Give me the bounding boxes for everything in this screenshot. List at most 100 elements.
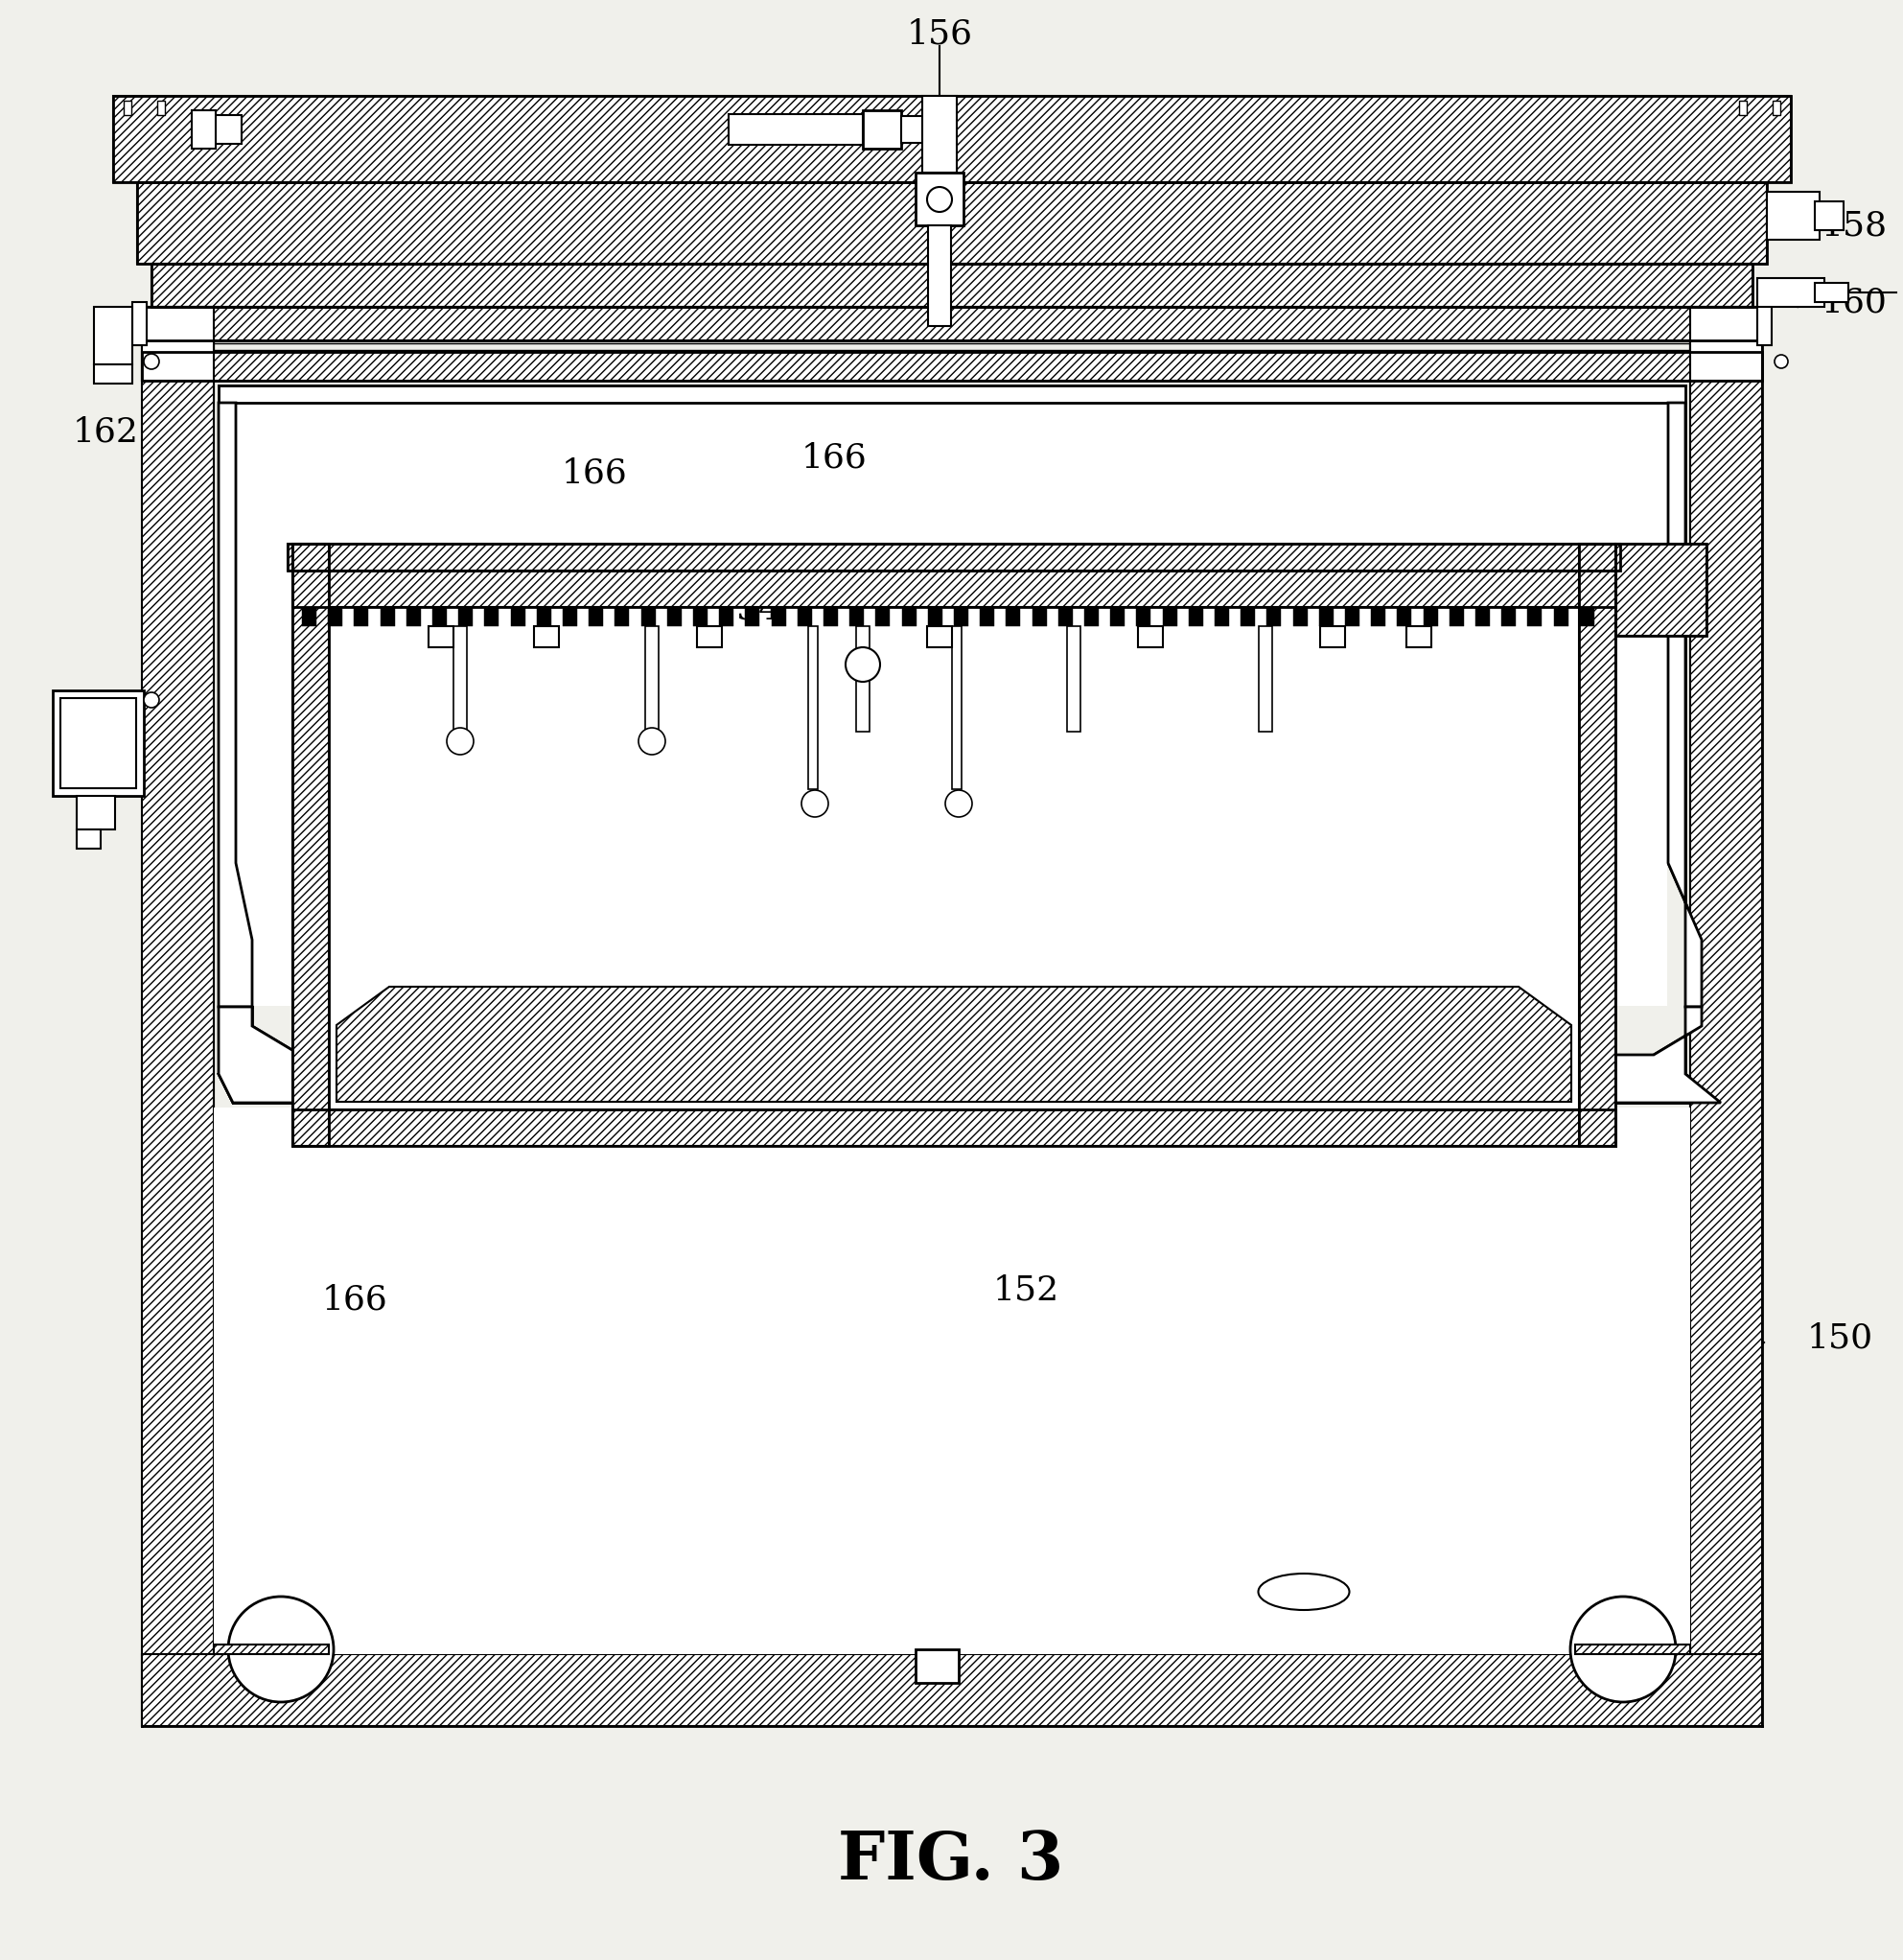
Bar — [1423, 608, 1437, 625]
Bar — [428, 625, 453, 647]
Text: FIG. 3: FIG. 3 — [837, 1829, 1064, 1893]
Polygon shape — [293, 1109, 1616, 1147]
Bar — [902, 116, 925, 143]
Bar — [1138, 625, 1163, 647]
Bar — [1739, 100, 1747, 116]
Ellipse shape — [845, 647, 879, 682]
Bar — [696, 625, 721, 647]
Bar — [1189, 608, 1203, 625]
Bar — [432, 608, 447, 625]
Bar — [771, 608, 786, 625]
Bar — [1031, 608, 1047, 625]
Bar — [407, 608, 421, 625]
Ellipse shape — [1774, 355, 1789, 368]
Polygon shape — [143, 1654, 1762, 1727]
Bar — [485, 608, 499, 625]
Bar — [327, 608, 343, 625]
Ellipse shape — [145, 692, 160, 708]
Bar — [1058, 608, 1073, 625]
Ellipse shape — [145, 355, 160, 368]
Polygon shape — [143, 335, 213, 1727]
Text: 168: 168 — [1026, 223, 1092, 257]
Bar — [1214, 608, 1229, 625]
Bar — [303, 608, 316, 625]
Ellipse shape — [639, 727, 666, 755]
Polygon shape — [1690, 335, 1762, 1727]
Bar — [158, 100, 166, 116]
Bar — [746, 608, 759, 625]
Bar — [1579, 608, 1595, 625]
Bar — [510, 608, 525, 625]
Bar — [381, 608, 394, 625]
Bar — [923, 96, 957, 172]
Text: 170: 170 — [1492, 678, 1557, 711]
Polygon shape — [213, 1644, 329, 1654]
Bar — [952, 625, 961, 790]
Bar — [143, 353, 1762, 380]
Bar — [927, 625, 952, 647]
Polygon shape — [112, 96, 1791, 182]
Text: 158: 158 — [1821, 210, 1888, 241]
Polygon shape — [152, 265, 1753, 308]
Bar — [1528, 608, 1541, 625]
Bar — [143, 308, 1762, 341]
Polygon shape — [1616, 543, 1707, 635]
Text: 152: 152 — [993, 1274, 1058, 1305]
Bar — [211, 116, 242, 143]
Bar — [1241, 608, 1256, 625]
Bar — [354, 608, 369, 625]
Bar — [293, 543, 329, 1147]
Text: 166: 166 — [322, 1284, 388, 1315]
Text: 166: 166 — [561, 457, 628, 490]
Bar — [53, 690, 145, 796]
Polygon shape — [143, 353, 1762, 380]
Bar — [1085, 608, 1098, 625]
Bar — [133, 302, 147, 345]
Bar — [293, 1109, 1616, 1147]
Polygon shape — [287, 543, 1619, 570]
Bar — [459, 608, 472, 625]
Bar — [112, 96, 1791, 182]
Text: 156: 156 — [906, 18, 972, 49]
Bar — [1815, 282, 1848, 302]
Bar — [1397, 608, 1412, 625]
Bar — [1292, 608, 1307, 625]
Bar — [1068, 625, 1081, 731]
Bar — [143, 308, 213, 380]
Text: 154: 154 — [716, 592, 780, 625]
Bar — [1345, 608, 1359, 625]
Ellipse shape — [946, 790, 972, 817]
Bar — [137, 182, 1766, 265]
Text: 162: 162 — [72, 416, 139, 447]
Bar — [192, 110, 215, 149]
Text: 160: 160 — [1821, 286, 1888, 318]
Bar — [1258, 625, 1273, 731]
Ellipse shape — [801, 790, 828, 817]
Bar — [1815, 202, 1844, 229]
Ellipse shape — [228, 1597, 333, 1701]
Bar — [236, 404, 1667, 1005]
Text: 166: 166 — [801, 441, 868, 474]
Bar — [1756, 302, 1772, 345]
Polygon shape — [137, 182, 1766, 265]
Bar — [645, 625, 658, 731]
Polygon shape — [293, 570, 1616, 608]
Bar — [953, 608, 969, 625]
Polygon shape — [1669, 402, 1701, 1007]
Bar — [929, 225, 952, 325]
Bar — [93, 365, 133, 384]
Polygon shape — [219, 402, 251, 1007]
Polygon shape — [143, 308, 1762, 341]
Bar — [563, 608, 577, 625]
Bar — [1007, 608, 1020, 625]
Bar — [1163, 608, 1176, 625]
Bar — [76, 796, 114, 829]
Bar — [1109, 608, 1125, 625]
Polygon shape — [1576, 1644, 1690, 1654]
Bar — [1579, 543, 1616, 1147]
Bar — [93, 308, 133, 365]
Bar — [61, 698, 137, 788]
Bar — [849, 608, 864, 625]
Bar — [862, 110, 902, 149]
Bar — [1406, 625, 1431, 647]
